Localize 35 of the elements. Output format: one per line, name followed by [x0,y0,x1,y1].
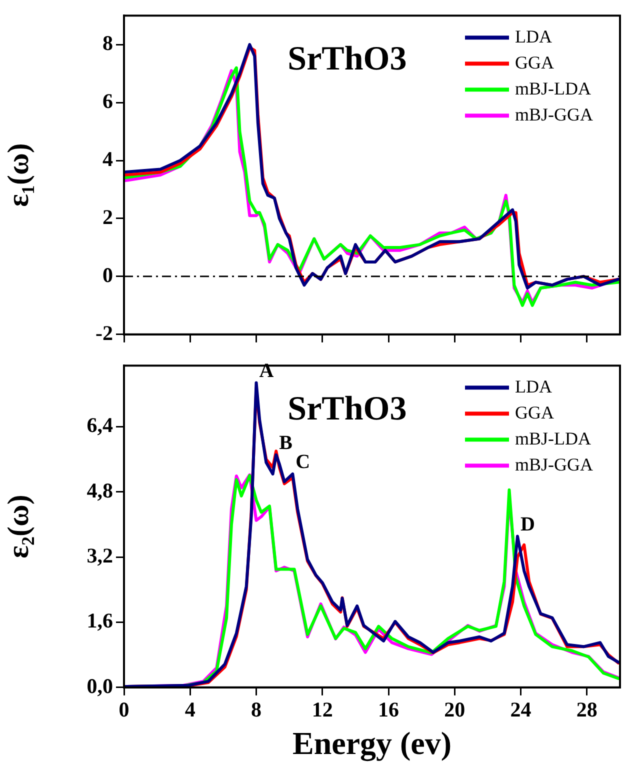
legend-label: GGA [515,52,554,72]
x-tick-label: 28 [576,697,598,722]
legend-label: GGA [515,402,554,422]
x-tick-label: 12 [312,697,333,722]
legend-label: mBJ-LDA [515,78,591,98]
x-tick-label: 16 [378,697,400,722]
y-tick-label: 6,4 [86,413,114,438]
y-axis-title: ε₂(ω) [2,494,35,558]
text: SrThO3 [288,390,407,428]
x-tick-label: 20 [444,697,466,722]
y-tick-label: -2 [96,320,113,345]
legend-label: mBJ-LDA [515,428,591,448]
y-tick-label: 4,8 [86,478,113,502]
annotation: D [520,513,535,536]
y-tick-label: 8 [102,31,113,56]
x-axis-title: Energy (ev) [292,725,452,762]
x-tick-label: 24 [510,697,532,722]
x-tick-label: 8 [251,697,262,722]
y-tick-label: 3,2 [86,543,113,568]
y-tick-label: 0,0 [86,674,113,698]
annotation: C [296,451,310,474]
legend-label: LDA [515,26,552,46]
text: SrThO3 [288,40,407,78]
x-tick-label: 4 [184,697,196,722]
y-tick-label: 1,6 [86,608,113,633]
y-axis-title: ε₁(ω) [2,143,35,207]
legend-label: mBJ-GGA [515,104,594,124]
y-tick-label: 2 [102,204,113,229]
x-tick-label: 0 [118,697,130,722]
legend-label: mBJ-GGA [515,454,594,474]
y-tick-label: 0 [102,262,113,287]
annotation: B [279,432,292,454]
y-tick-label: 6 [102,88,113,113]
y-tick-label: 4 [102,146,114,171]
legend-label: LDA [515,376,552,396]
